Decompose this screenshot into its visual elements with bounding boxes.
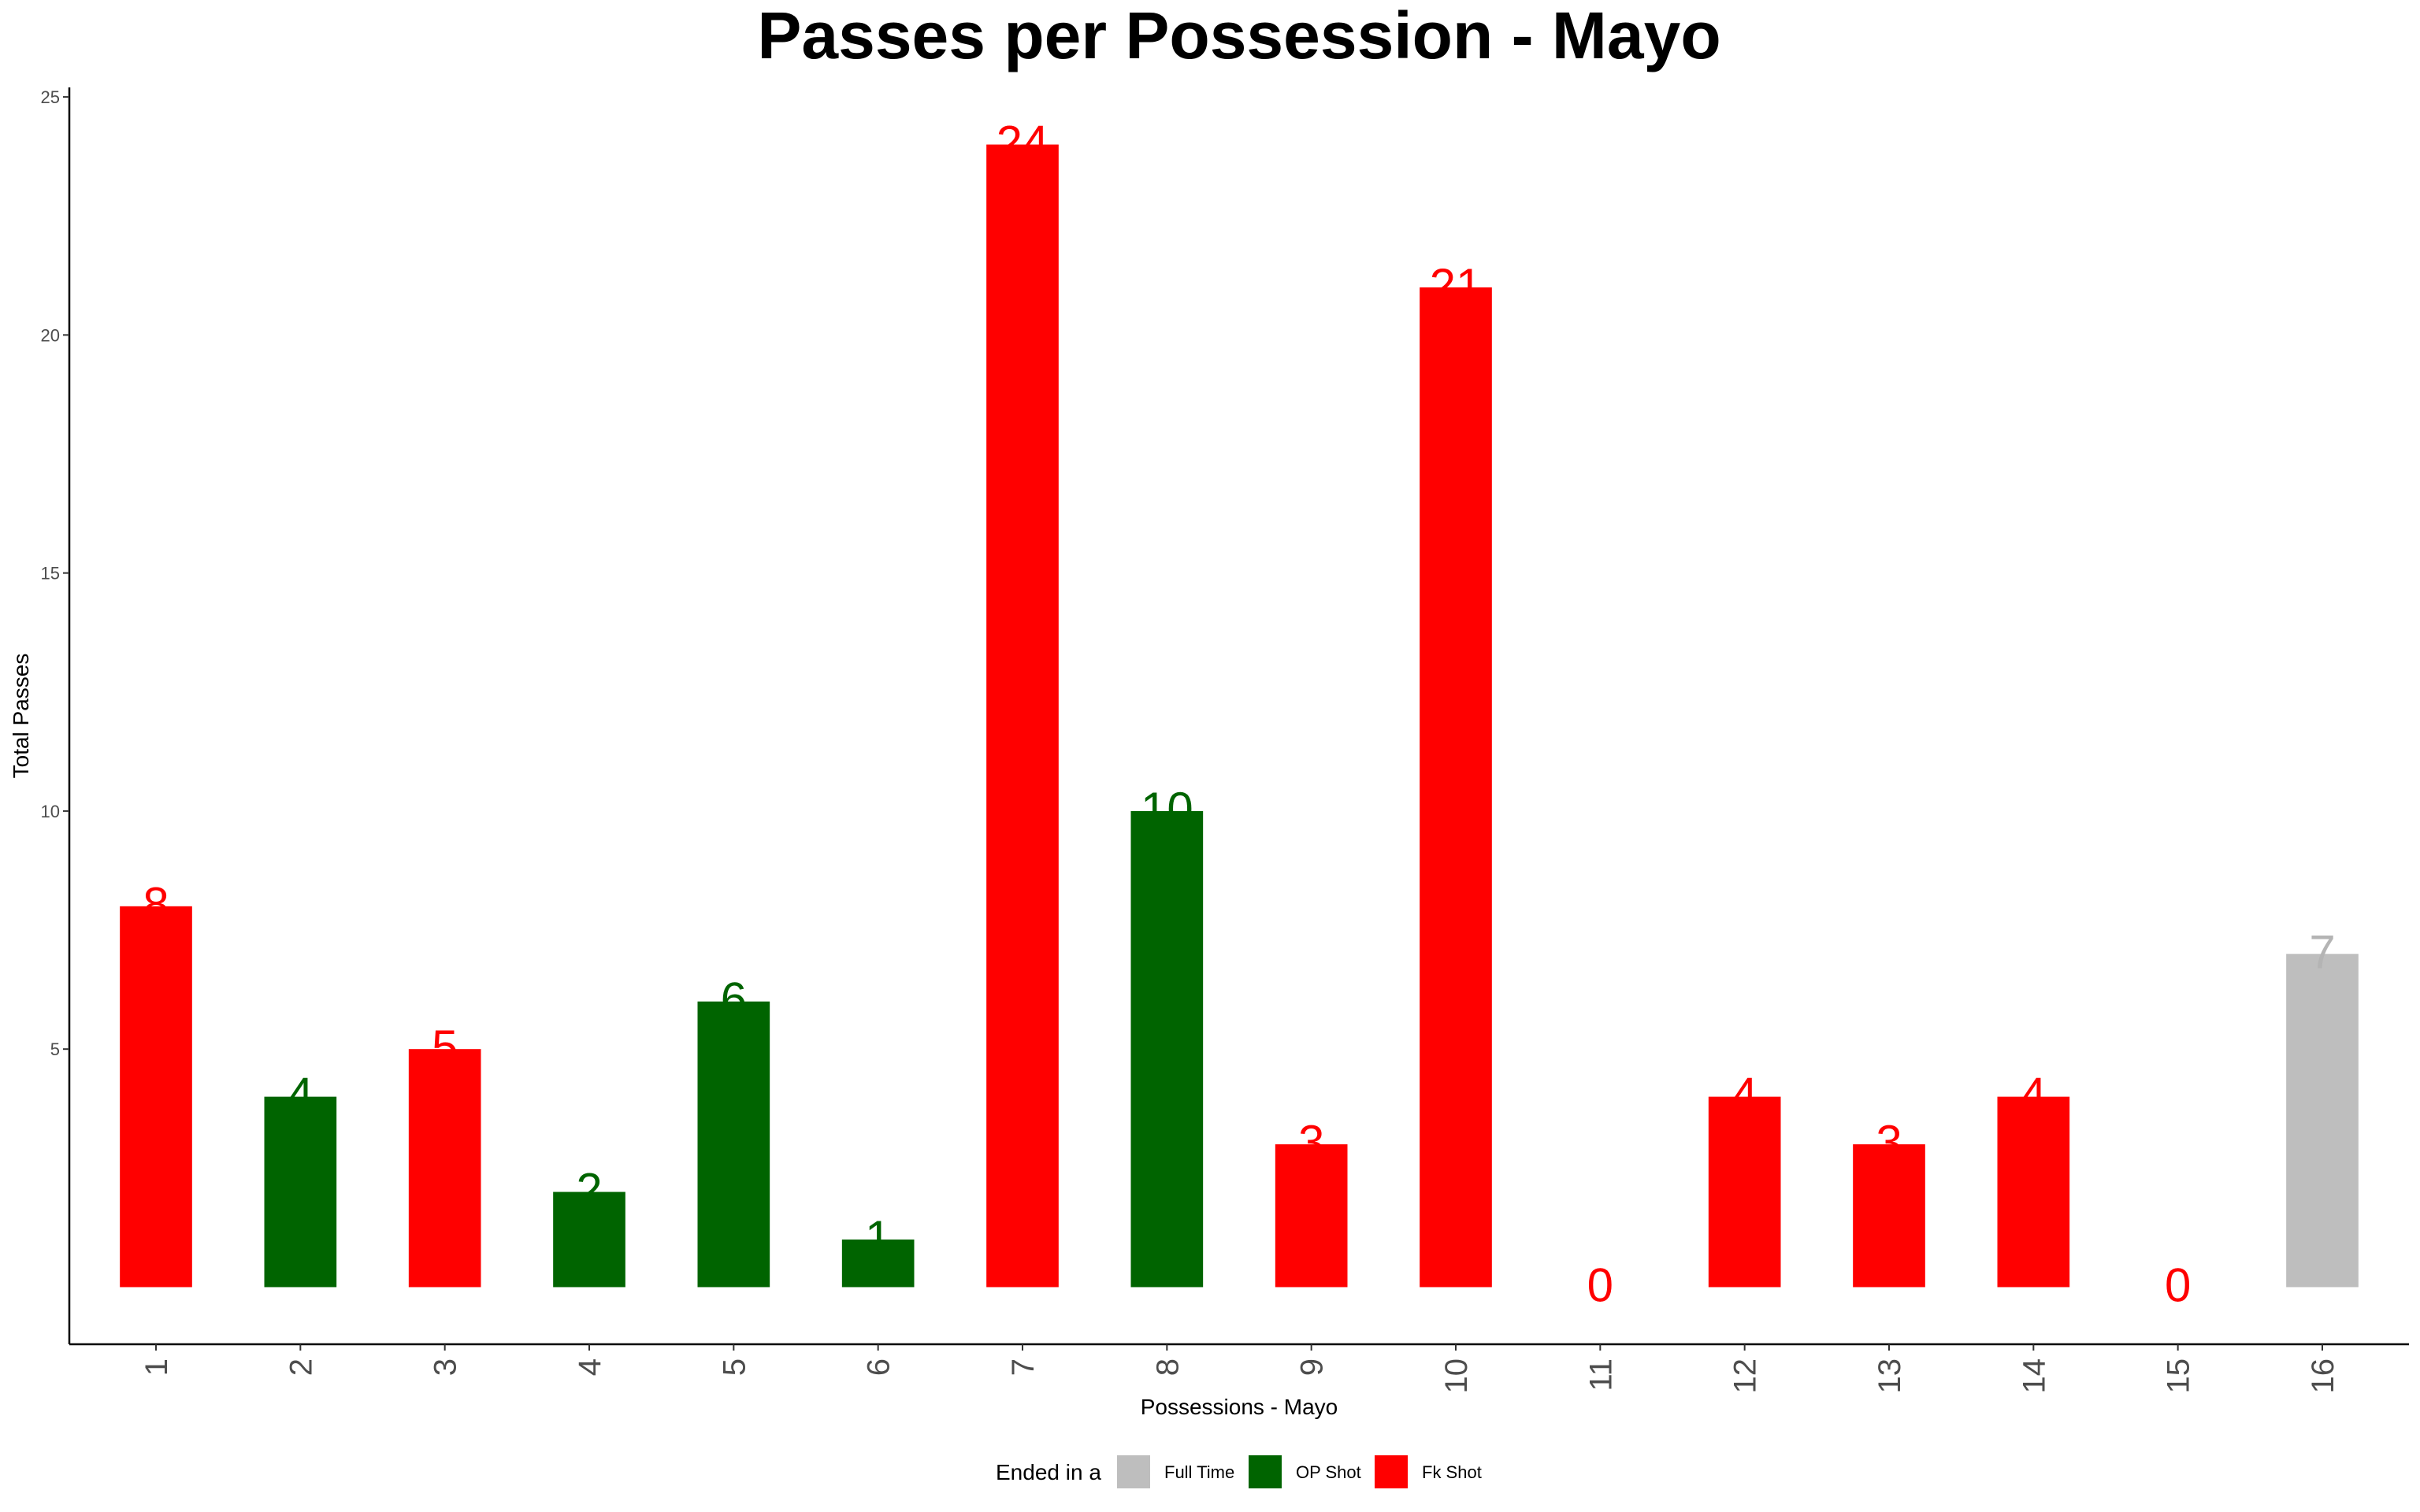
x-axis-title: Possessions - Mayo [1141, 1395, 1338, 1419]
bar [1708, 1096, 1781, 1288]
x-tick-label: 3 [429, 1358, 463, 1376]
bar [841, 1240, 915, 1288]
bar-value-label: 0 [1587, 1258, 1613, 1311]
bar [120, 906, 192, 1288]
chart-title: Passes per Possession - Mayo [757, 0, 1720, 72]
bar-value-label: 7 [2309, 925, 2335, 978]
x-tick-label: 9 [1295, 1358, 1330, 1376]
bar [264, 1096, 337, 1288]
y-tick-label: 5 [50, 1040, 60, 1059]
x-tick-label: 5 [717, 1358, 752, 1376]
plot-axes [68, 87, 2409, 1346]
bar-value-label: 10 [1141, 783, 1193, 836]
y-axis-ticks: 5 10 15 20 25 [41, 87, 69, 1059]
legend-label: Full Time [1164, 1462, 1234, 1482]
bar [1853, 1144, 1925, 1288]
legend-swatch [1117, 1455, 1150, 1488]
x-tick-label: 15 [2162, 1358, 2196, 1394]
y-tick-label: 20 [41, 325, 60, 345]
legend-label: Fk Shot [1422, 1462, 1482, 1482]
bar-value-label: 4 [2021, 1069, 2047, 1121]
bar [1130, 810, 1204, 1288]
bar-value-label: 4 [1731, 1069, 1757, 1121]
bar-value-label: 3 [1876, 1116, 1902, 1169]
y-tick-label: 15 [41, 564, 60, 584]
bar-value-label: 0 [2165, 1258, 2191, 1311]
bar [697, 1001, 770, 1288]
bars [120, 144, 2359, 1288]
x-tick-label: 8 [1150, 1358, 1185, 1376]
legend-swatch [1249, 1455, 1282, 1488]
bar [986, 144, 1059, 1288]
bar [1420, 287, 1492, 1288]
y-tick-label: 10 [41, 802, 60, 821]
bar-value-label: 5 [432, 1021, 458, 1073]
bar [408, 1049, 481, 1288]
bar-value-label: 24 [997, 117, 1049, 169]
x-tick-label: 1 [139, 1358, 174, 1376]
bar-value-label: 3 [1298, 1116, 1324, 1169]
bar-labels: 8 4 5 2 6 1 24 10 3 21 0 4 3 4 0 7 [143, 117, 2335, 1312]
x-tick-label: 10 [1439, 1358, 1474, 1394]
x-tick-label: 13 [1873, 1358, 1907, 1394]
legend-swatch [1375, 1455, 1408, 1488]
bar-value-label: 4 [288, 1069, 314, 1121]
bar [1275, 1144, 1348, 1288]
x-tick-label: 14 [2017, 1358, 2051, 1394]
x-axis-ticks: 1 2 3 4 5 6 7 8 9 10 11 12 13 14 15 16 [139, 1344, 2340, 1394]
x-tick-label: 2 [284, 1358, 318, 1376]
legend: Ended in a Full Time OP Shot Fk Shot [996, 1455, 1482, 1488]
x-tick-label: 6 [862, 1358, 896, 1376]
x-tick-label: 7 [1006, 1358, 1041, 1376]
bar-value-label: 1 [865, 1211, 891, 1264]
legend-title: Ended in a [996, 1460, 1101, 1484]
y-axis-title: Total Passes [9, 654, 33, 779]
y-tick-label: 25 [41, 87, 60, 107]
bar-value-label: 2 [576, 1164, 602, 1217]
bar [1997, 1096, 2070, 1288]
x-tick-label: 11 [1583, 1358, 1618, 1392]
bar [553, 1191, 625, 1288]
bar-value-label: 6 [721, 973, 747, 1026]
bar-value-label: 21 [1430, 259, 1483, 312]
x-tick-label: 4 [573, 1358, 607, 1376]
legend-label: OP Shot [1296, 1462, 1361, 1482]
bar-value-label: 8 [143, 878, 169, 931]
x-tick-label: 16 [2306, 1358, 2340, 1394]
bar [2286, 954, 2359, 1288]
x-tick-label: 12 [1728, 1358, 1763, 1394]
